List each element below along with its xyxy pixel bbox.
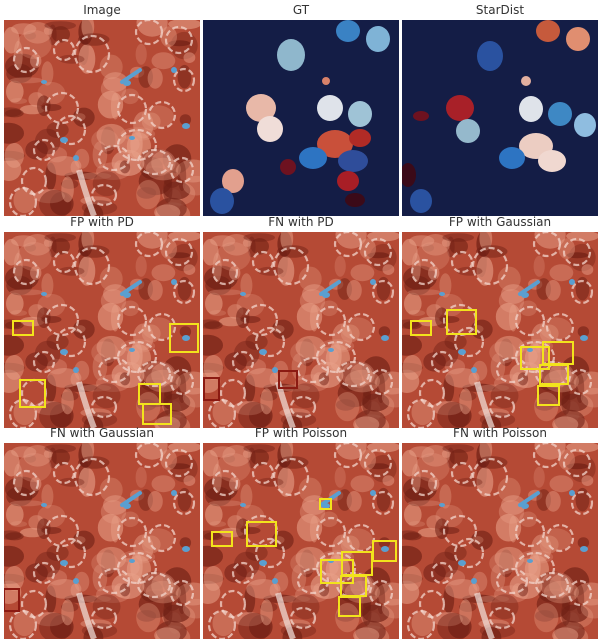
tissue-texture [203,232,399,428]
gt-instances [210,20,390,214]
tissue-texture [402,443,598,639]
panel-title: FP with Gaussian [448,215,552,229]
panel-title: FP with PD [70,215,134,229]
tissue-texture [402,232,598,428]
false-negative-box [203,377,220,401]
false-positive-box [169,323,199,353]
tissue-texture [4,443,200,639]
false-positive-box [142,403,172,425]
fn-boxes [4,588,20,612]
false-positive-box [446,309,477,335]
false-positive-box [520,346,550,370]
false-negative-box [4,588,20,612]
panel-title: FP with Poisson [254,426,348,440]
panel-title: FN with Gaussian [49,426,155,440]
gt-mask [203,20,399,216]
tissue-image [402,232,598,428]
fn-boxes [203,370,298,401]
fp-boxes [211,498,397,617]
tissue-texture [4,232,200,428]
false-positive-box [410,320,432,336]
false-positive-box [319,498,332,510]
tissue-image [4,443,200,639]
panel-title: Image [83,3,121,17]
false-negative-box [278,370,298,389]
panel-title: GT [292,3,310,17]
false-positive-box [19,379,46,408]
false-positive-box [211,531,233,547]
tissue-image [203,232,399,428]
tissue-image [4,20,200,216]
tissue-image [402,443,598,639]
tissue-texture [4,20,200,216]
panel-title: FN with PD [268,215,334,229]
panel-title: StarDist [475,3,525,17]
fp-boxes [410,309,574,406]
stardist-instances [402,20,596,213]
stardist-mask [402,20,598,216]
false-positive-box [320,559,354,584]
false-positive-box [537,385,560,406]
fp-boxes [12,320,199,425]
false-positive-box [246,521,277,547]
tissue-image [4,232,200,428]
false-positive-box [338,596,361,617]
false-positive-box [539,364,569,385]
false-positive-box [12,320,34,336]
panel-title: FN with Poisson [453,426,547,440]
tissue-image [203,443,399,639]
